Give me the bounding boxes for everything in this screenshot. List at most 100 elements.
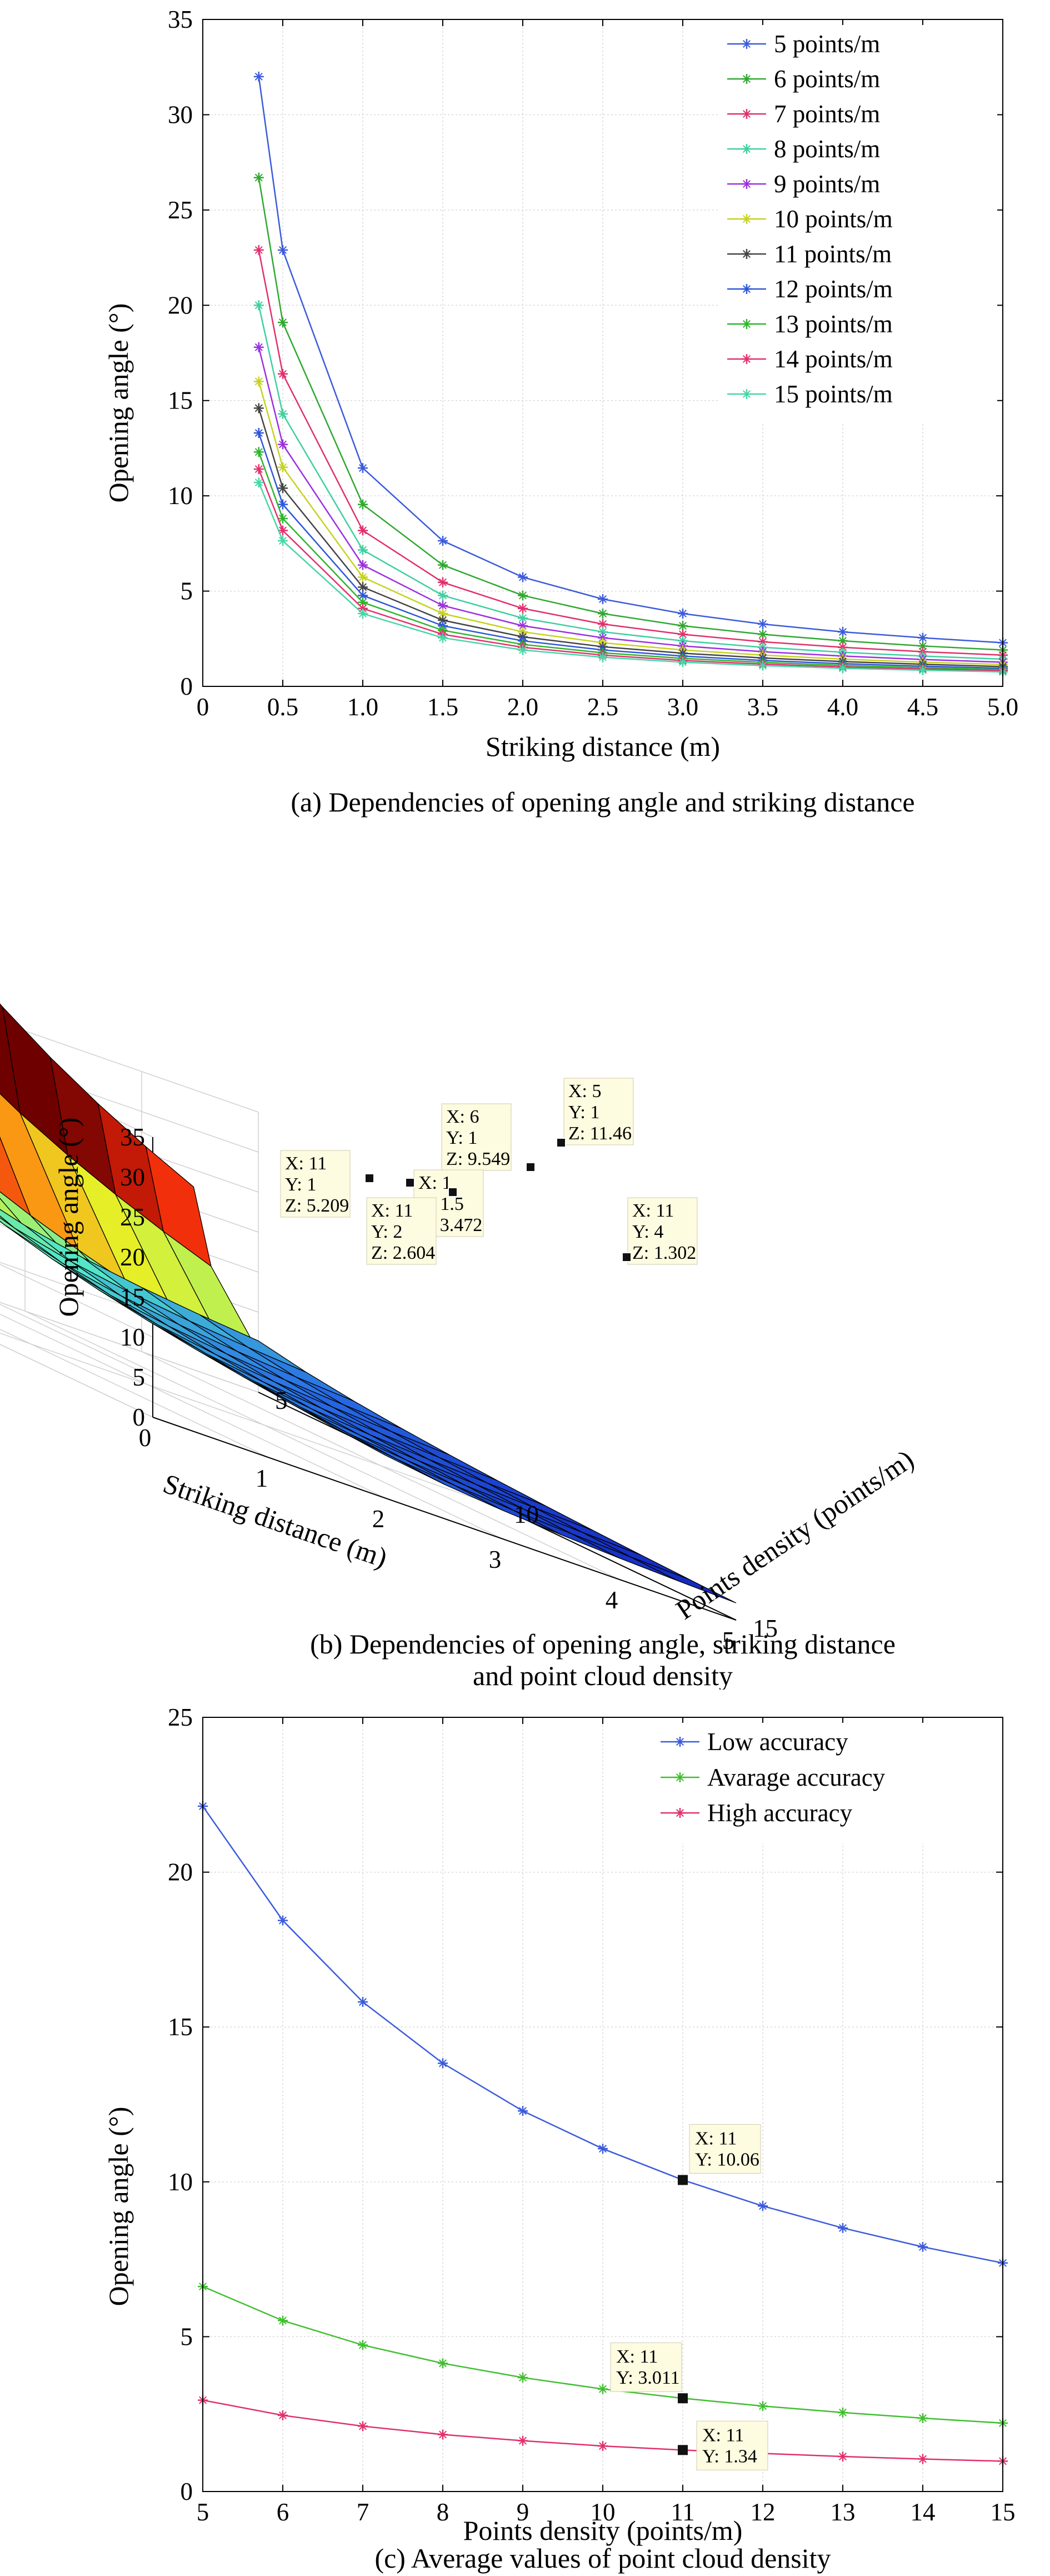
legend-marker <box>742 389 752 399</box>
legend-label: 15 points/m <box>774 380 893 408</box>
y-tick-label: 15 <box>753 1615 778 1642</box>
y-tick-label: 20 <box>168 291 193 319</box>
datatip-y: Y: 4 <box>632 1222 663 1242</box>
z-tick-label: 25 <box>120 1203 145 1231</box>
data-point <box>253 428 264 438</box>
datatip-box <box>627 1197 698 1265</box>
x-tick-label: 8 <box>437 2498 449 2526</box>
data-point <box>518 2435 528 2446</box>
legend-item: 7 points/m <box>727 100 880 128</box>
y-tick-label: 10 <box>514 1501 539 1528</box>
x-tick-label: 1.0 <box>347 693 378 721</box>
y-tick-label: 0 <box>181 672 193 700</box>
datatip-marker <box>678 2445 688 2455</box>
legend-marker <box>742 249 752 259</box>
chart-a-legend: 5 points/m 6 points/m 7 points/m 8 points/m… <box>719 25 997 423</box>
y-tick-label: 25 <box>168 1703 193 1731</box>
data-point <box>278 525 288 536</box>
x-tick-label: 11 <box>671 2498 694 2526</box>
datatip: X: 11Y: 3.011 <box>610 2342 688 2404</box>
data-point <box>358 1997 368 2007</box>
x-tick-label: 15 <box>991 2498 1016 2526</box>
legend-item: 15 points/m <box>727 380 893 408</box>
x-tick-label: 2 <box>372 1505 385 1533</box>
datatip-z: Z: 9.549 <box>446 1149 510 1169</box>
data-point <box>278 245 288 255</box>
datatip: X: 11Y: 1.34 <box>678 2420 768 2470</box>
datatip-box <box>280 1150 351 1218</box>
chart-a: 0 0.5 1.0 1.5 2.0 2.5 3.0 3.5 4.0 4.5 5.0 0 5 10 15 20 2… <box>103 6 1018 818</box>
x-tick-label: 2.5 <box>587 693 618 721</box>
chart-c-x-axis-label: Points density (points/m) <box>463 2515 743 2546</box>
data-point <box>838 626 848 637</box>
legend-item: 8 points/m <box>727 135 880 163</box>
legend-box <box>653 1723 997 1843</box>
chart-a-y-axis-label: Opening angle (°) <box>103 303 134 503</box>
data-point <box>678 609 688 619</box>
surface-cell <box>523 1508 631 1557</box>
data-point <box>438 2358 448 2369</box>
data-point <box>678 629 688 640</box>
data-point <box>253 172 264 183</box>
legend-marker <box>742 109 752 119</box>
data-point <box>918 665 928 675</box>
chart-b-y-axis-label: Points density (points/m) <box>670 1443 919 1626</box>
legend-item: 5 points/m <box>727 30 880 58</box>
data-point <box>438 600 448 611</box>
datatip-marker <box>556 1138 566 1148</box>
x-tick-label: 5.0 <box>987 693 1018 721</box>
legend-marker <box>742 74 752 84</box>
datatip-y: Y: 2 <box>371 1222 402 1242</box>
data-point <box>758 636 768 647</box>
legend-label: 8 points/m <box>774 135 880 163</box>
legend-marker <box>742 144 752 154</box>
data-point <box>598 652 608 662</box>
datatip-y: Y: 3.011 <box>616 2368 680 2388</box>
legend-marker <box>675 1737 685 1747</box>
data-point <box>253 342 264 352</box>
chart-b-z-axis-label: Opening angle (°) <box>53 1118 84 1317</box>
datatip-z: Z: 2.604 <box>371 1243 435 1263</box>
datatip-marker <box>678 2393 688 2404</box>
series-line <box>258 432 1003 669</box>
data-point <box>253 71 264 82</box>
data-point <box>518 2106 528 2116</box>
legend-item: Avarage accuracy <box>661 1763 886 1791</box>
datatip-y: Y: 1 <box>285 1174 316 1195</box>
data-point <box>278 317 288 328</box>
datatip-x: X: 1 <box>418 1173 452 1193</box>
datatip: X: 11Y: 1Z: 5.209 <box>280 1150 374 1218</box>
data-point <box>838 636 848 646</box>
x-tick-label: 0.5 <box>267 693 298 721</box>
datatip: X: 11Y: 2Z: 2.604 <box>366 1187 458 1265</box>
y-floor-line <box>0 1302 259 1393</box>
datatip-box <box>689 2124 761 2174</box>
data-point <box>518 613 528 624</box>
data-point <box>358 499 368 510</box>
x-tick-label: 6 <box>277 2498 289 2526</box>
x-floor-line <box>0 1313 387 1499</box>
data-point <box>253 477 264 488</box>
chart-b-surface <box>0 1003 737 1603</box>
chart-c-y-axis-label: Opening angle (°) <box>103 2107 134 2306</box>
chart-b-ticks: 0 5 10 15 20 25 30 35 0 1 2 3 4 5 5 10 15 <box>120 1123 778 1655</box>
data-point <box>278 368 288 379</box>
x-tick-label: 10 <box>591 2498 616 2526</box>
x-tick-label: 1 <box>256 1464 268 1492</box>
data-point <box>918 2413 928 2423</box>
datatip-y: Y: 1.34 <box>702 2446 757 2467</box>
legend-label: Low accuracy <box>707 1728 848 1756</box>
y-tick-label: 15 <box>168 2013 193 2041</box>
data-point <box>438 2058 448 2069</box>
legend-label: 6 points/m <box>774 65 880 93</box>
legend-item: Low accuracy <box>661 1728 848 1756</box>
legend-label: 14 points/m <box>774 345 893 373</box>
x-tick-label: 13 <box>831 2498 856 2526</box>
z-tick-label: 5 <box>133 1363 146 1391</box>
datatip-x: X: 11 <box>632 1200 674 1221</box>
legend-marker <box>742 214 752 224</box>
legend-item: 11 points/m <box>727 240 892 268</box>
